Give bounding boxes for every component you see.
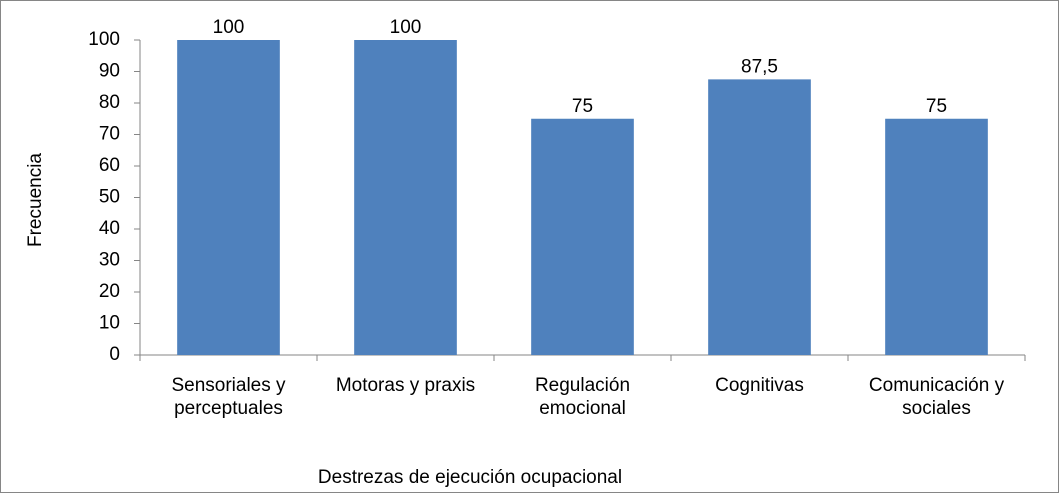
x-tick-label: Regulación emocional — [535, 375, 630, 419]
data-label: 75 — [926, 96, 947, 117]
x-tick-label: Cognitivas — [715, 375, 804, 396]
y-tick-label: 80 — [99, 92, 120, 113]
y-tick-label: 40 — [99, 218, 120, 239]
y-tick-label: 90 — [99, 61, 120, 82]
data-label: 75 — [572, 96, 593, 117]
x-axis-title: Destrezas de ejecución ocupacional — [318, 467, 622, 488]
data-label: 87,5 — [741, 56, 778, 77]
y-tick-label: 70 — [99, 124, 120, 145]
data-label: 100 — [390, 17, 422, 38]
y-tick-label: 100 — [88, 29, 120, 50]
data-label: 100 — [213, 17, 245, 38]
y-tick-label: 20 — [99, 281, 120, 302]
y-axis-title: Frecuencia — [25, 153, 46, 247]
bar — [354, 40, 457, 355]
x-tick-label: Sensoriales y perceptuales — [171, 375, 286, 419]
bar — [177, 40, 280, 355]
y-tick-label: 30 — [99, 250, 120, 271]
y-tick-label: 60 — [99, 155, 120, 176]
y-tick-label: 10 — [99, 313, 120, 334]
bar — [531, 118, 634, 355]
bar — [708, 79, 811, 355]
y-tick-label: 50 — [99, 187, 120, 208]
x-tick-label: Comunicación y sociales — [869, 375, 1005, 419]
x-tick-label: Motoras y praxis — [336, 375, 475, 396]
bar — [885, 118, 988, 355]
y-tick-label: 0 — [109, 344, 120, 365]
